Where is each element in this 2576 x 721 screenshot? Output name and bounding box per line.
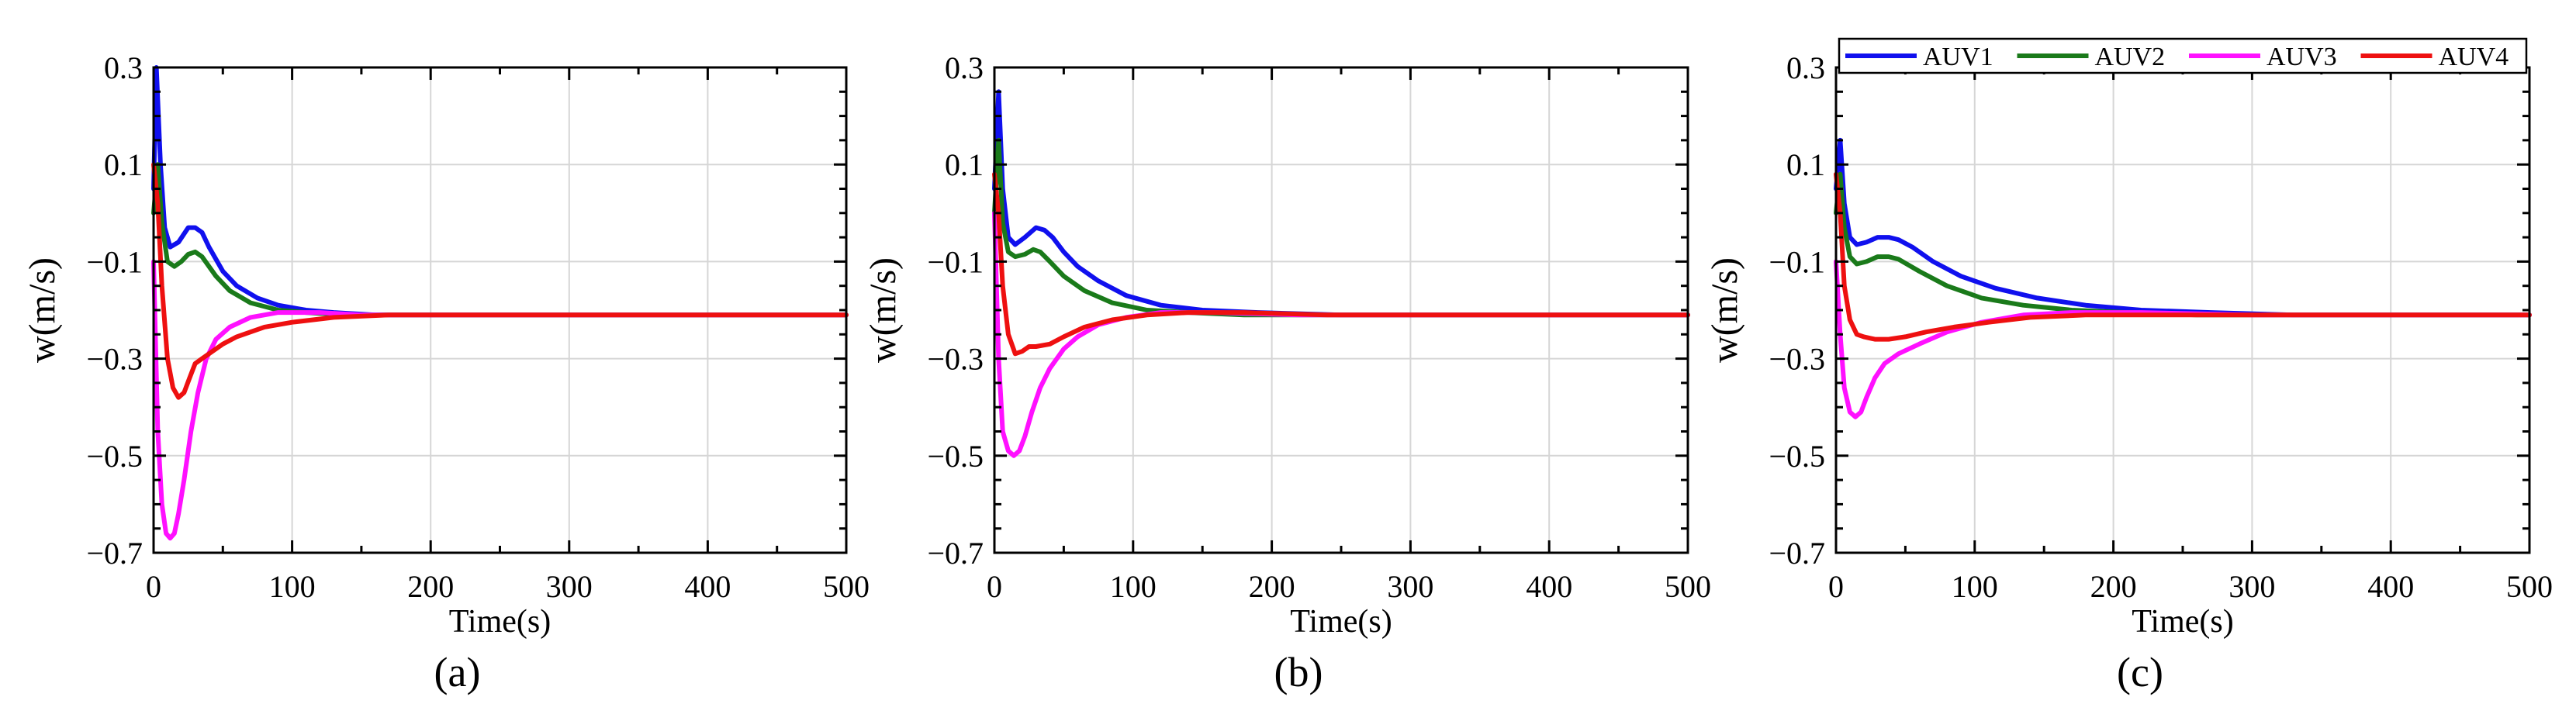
series-line-auv2 bbox=[151, 162, 849, 318]
y-tick-label: −0.5 bbox=[86, 439, 143, 474]
x-tick-label: 100 bbox=[1952, 569, 1998, 604]
y-tick-label: −0.5 bbox=[1769, 439, 1825, 474]
x-ticks bbox=[152, 67, 848, 553]
x-tick-label: 500 bbox=[1665, 569, 1711, 604]
panel-label: (b) bbox=[1274, 649, 1323, 695]
x-tick-label: 500 bbox=[2506, 569, 2553, 604]
axes-frame bbox=[993, 66, 1689, 554]
panel-label: (c) bbox=[2117, 649, 2163, 695]
axes-frame bbox=[152, 66, 848, 554]
y-tick-label: 0.3 bbox=[1786, 50, 1825, 85]
legend-label-auv4: AUV4 bbox=[2439, 43, 2509, 71]
gridlines bbox=[154, 67, 846, 553]
x-tick-label: 400 bbox=[1526, 569, 1572, 604]
series-line-auv2 bbox=[992, 137, 1690, 318]
x-tick-label: 100 bbox=[1110, 569, 1157, 604]
x-tick-label: 300 bbox=[1387, 569, 1433, 604]
y-tick-label: 0.1 bbox=[945, 147, 984, 182]
series-line-auv3 bbox=[151, 259, 849, 541]
x-tick-label: 200 bbox=[1249, 569, 1295, 604]
y-tick-label: −0.7 bbox=[927, 536, 984, 571]
x-axis-label: Time(s) bbox=[1290, 604, 1392, 640]
y-ticks bbox=[1836, 66, 2529, 554]
gridlines bbox=[994, 67, 1688, 553]
y-tick-label: −0.1 bbox=[1769, 244, 1825, 279]
legend-label-auv3: AUV3 bbox=[2267, 43, 2337, 71]
x-tick-label: 300 bbox=[2228, 569, 2275, 604]
x-tick-label: 0 bbox=[987, 569, 1002, 604]
y-tick-label: −0.7 bbox=[86, 536, 143, 571]
legend: AUV1 AUV2 AUV3 AUV4 bbox=[1838, 37, 2528, 74]
series-line-auv3 bbox=[992, 210, 1690, 458]
y-tick-label: −0.3 bbox=[1769, 342, 1825, 377]
y-ticks bbox=[154, 66, 846, 554]
series-line-auv4 bbox=[1834, 171, 2532, 342]
y-tick-label: −0.5 bbox=[927, 439, 984, 474]
y-tick-label: −0.3 bbox=[86, 342, 143, 377]
y-tick-label: −0.1 bbox=[86, 244, 143, 279]
y-tick-label: −0.1 bbox=[927, 244, 984, 279]
chart-panel-b: 0 100 200 300 400 500 −0.7 −0.5 −0.3 −0.1 0.1 0.3 Ti… bbox=[863, 50, 1711, 695]
x-axis-label: Time(s) bbox=[449, 604, 551, 640]
x-tick-label: 0 bbox=[146, 569, 161, 604]
y-tick-label: 0.3 bbox=[104, 50, 143, 85]
y-tick-label: 0.1 bbox=[104, 147, 143, 182]
series-line-auv1 bbox=[1834, 137, 2532, 318]
series-line-auv4 bbox=[151, 162, 849, 400]
x-tick-label: 300 bbox=[546, 569, 593, 604]
chart-panels: 0 100 200 300 400 500 −0.7 −0.5 −0.3 −0.1 0.1 0.3 Ti… bbox=[22, 37, 2553, 695]
x-tick-label: 500 bbox=[823, 569, 870, 604]
series-line-auv2 bbox=[1834, 171, 2532, 318]
y-axis-label: w(m/s) bbox=[1704, 257, 1745, 363]
legend-label-auv2: AUV2 bbox=[2095, 43, 2166, 71]
x-tick-label: 200 bbox=[407, 569, 454, 604]
gridlines bbox=[1836, 67, 2529, 553]
y-tick-label: −0.7 bbox=[1769, 536, 1825, 571]
series-line-auv3 bbox=[1834, 259, 2532, 419]
y-ticks bbox=[994, 66, 1688, 554]
x-tick-label: 100 bbox=[269, 569, 316, 604]
series-group bbox=[1834, 137, 2532, 419]
x-axis-label: Time(s) bbox=[2132, 604, 2233, 640]
panel-label: (a) bbox=[434, 649, 481, 695]
x-tick-label: 200 bbox=[2090, 569, 2137, 604]
x-ticks bbox=[993, 67, 1689, 553]
chart-panel-a: 0 100 200 300 400 500 −0.7 −0.5 −0.3 −0.1 0.1 0.3 Ti… bbox=[22, 50, 870, 695]
y-axis-label: w(m/s) bbox=[863, 257, 904, 363]
y-tick-label: −0.3 bbox=[927, 342, 984, 377]
series-line-auv4 bbox=[992, 171, 1690, 357]
x-tick-label: 0 bbox=[1828, 569, 1844, 604]
legend-label-auv1: AUV1 bbox=[1923, 43, 1993, 71]
series-line-auv1 bbox=[151, 65, 849, 318]
y-axis-label: w(m/s) bbox=[22, 257, 63, 363]
series-group bbox=[992, 89, 1690, 458]
x-tick-label: 400 bbox=[684, 569, 731, 604]
series-line-auv1 bbox=[992, 89, 1690, 318]
chart-panel-c: 0 100 200 300 400 500 −0.7 −0.5 −0.3 −0.1 0.1 0.3 Ti… bbox=[1704, 50, 2553, 695]
series-group bbox=[151, 65, 849, 541]
x-tick-label: 400 bbox=[2367, 569, 2414, 604]
y-tick-label: 0.1 bbox=[1786, 147, 1825, 182]
y-tick-label: 0.3 bbox=[945, 50, 984, 85]
